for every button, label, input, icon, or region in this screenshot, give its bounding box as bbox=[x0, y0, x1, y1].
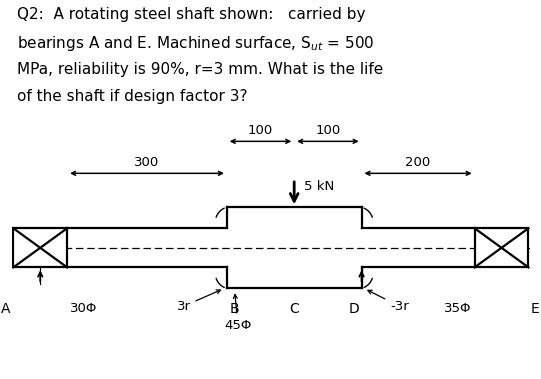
Text: 100: 100 bbox=[315, 124, 340, 137]
Text: of the shaft if design factor 3?: of the shaft if design factor 3? bbox=[17, 89, 247, 105]
Text: bearings A and E. Machined surface, S$_{ut}$ = 500: bearings A and E. Machined surface, S$_{… bbox=[17, 34, 374, 53]
Text: 200: 200 bbox=[405, 156, 431, 169]
Text: 35Φ: 35Φ bbox=[445, 302, 472, 315]
Text: MPa, reliability is 90%, r=3 mm. What is the life: MPa, reliability is 90%, r=3 mm. What is… bbox=[17, 62, 383, 77]
Text: D: D bbox=[348, 302, 359, 316]
Text: 3r: 3r bbox=[176, 290, 220, 313]
Text: 5 kN: 5 kN bbox=[304, 180, 334, 193]
Bar bbox=[474, 228, 529, 267]
Text: 300: 300 bbox=[134, 156, 160, 169]
Text: Q2:  A rotating steel shaft shown:   carried by: Q2: A rotating steel shaft shown: carrie… bbox=[17, 7, 365, 22]
Text: A: A bbox=[1, 302, 11, 316]
Text: E: E bbox=[531, 302, 540, 316]
Text: -3r: -3r bbox=[368, 290, 409, 313]
Text: 45Φ: 45Φ bbox=[224, 294, 252, 332]
Bar bbox=[14, 228, 67, 267]
Text: 100: 100 bbox=[248, 124, 273, 137]
Text: B: B bbox=[229, 302, 239, 316]
Text: C: C bbox=[289, 302, 299, 316]
Text: 30Φ: 30Φ bbox=[70, 302, 97, 315]
